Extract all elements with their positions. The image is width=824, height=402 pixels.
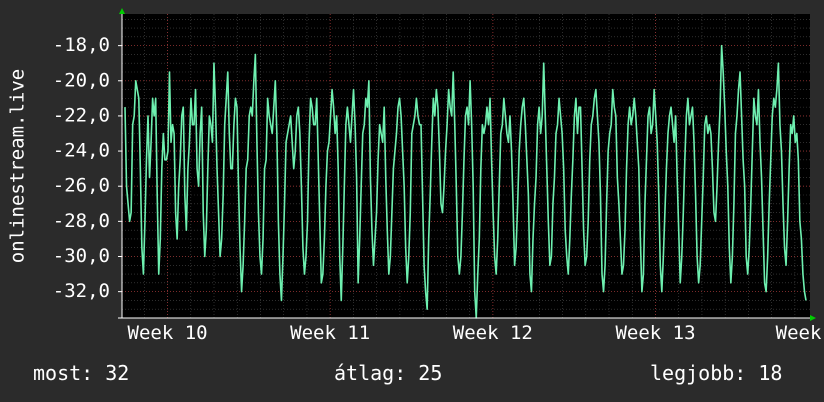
x-tick-label: Week 1 xyxy=(776,322,824,344)
x-tick-label: Week 13 xyxy=(615,322,695,344)
x-tick-labels: Week 10 Week 11 Week 12 Week 13 Week 1 xyxy=(128,322,824,344)
y-tick-label: -22,0 xyxy=(53,104,110,126)
y-axis-label: onlinestream.live xyxy=(7,69,29,263)
x-tick-label: Week 11 xyxy=(290,322,370,344)
y-tick-label: -20,0 xyxy=(53,69,110,91)
current-value: most: 32 xyxy=(33,361,130,385)
x-axis-arrow xyxy=(810,315,816,321)
y-axis-arrow xyxy=(119,8,125,14)
y-tick-label: -24,0 xyxy=(53,140,110,162)
y-tick-label: -32,0 xyxy=(53,280,110,302)
x-tick-label: Week 10 xyxy=(128,322,208,344)
average-value: átlag: 25 xyxy=(334,361,443,385)
y-tick-labels: -18,0 -20,0 -22,0 -24,0 -26,0 -28,0 -30,0 -32,0 xyxy=(53,34,122,302)
y-tick-label: -30,0 xyxy=(53,245,110,267)
x-tick-label: Week 12 xyxy=(453,322,533,344)
legend-footer: most: 32 átlag: 25 legjobb: 18 xyxy=(0,361,824,389)
axes xyxy=(118,8,816,321)
best-value: legjobb: 18 xyxy=(650,361,783,385)
plot-area xyxy=(122,14,810,318)
series-line xyxy=(124,44,807,319)
y-tick-label: -18,0 xyxy=(53,34,110,56)
y-tick-label: -26,0 xyxy=(53,175,110,197)
y-tick-label: -28,0 xyxy=(53,210,110,232)
